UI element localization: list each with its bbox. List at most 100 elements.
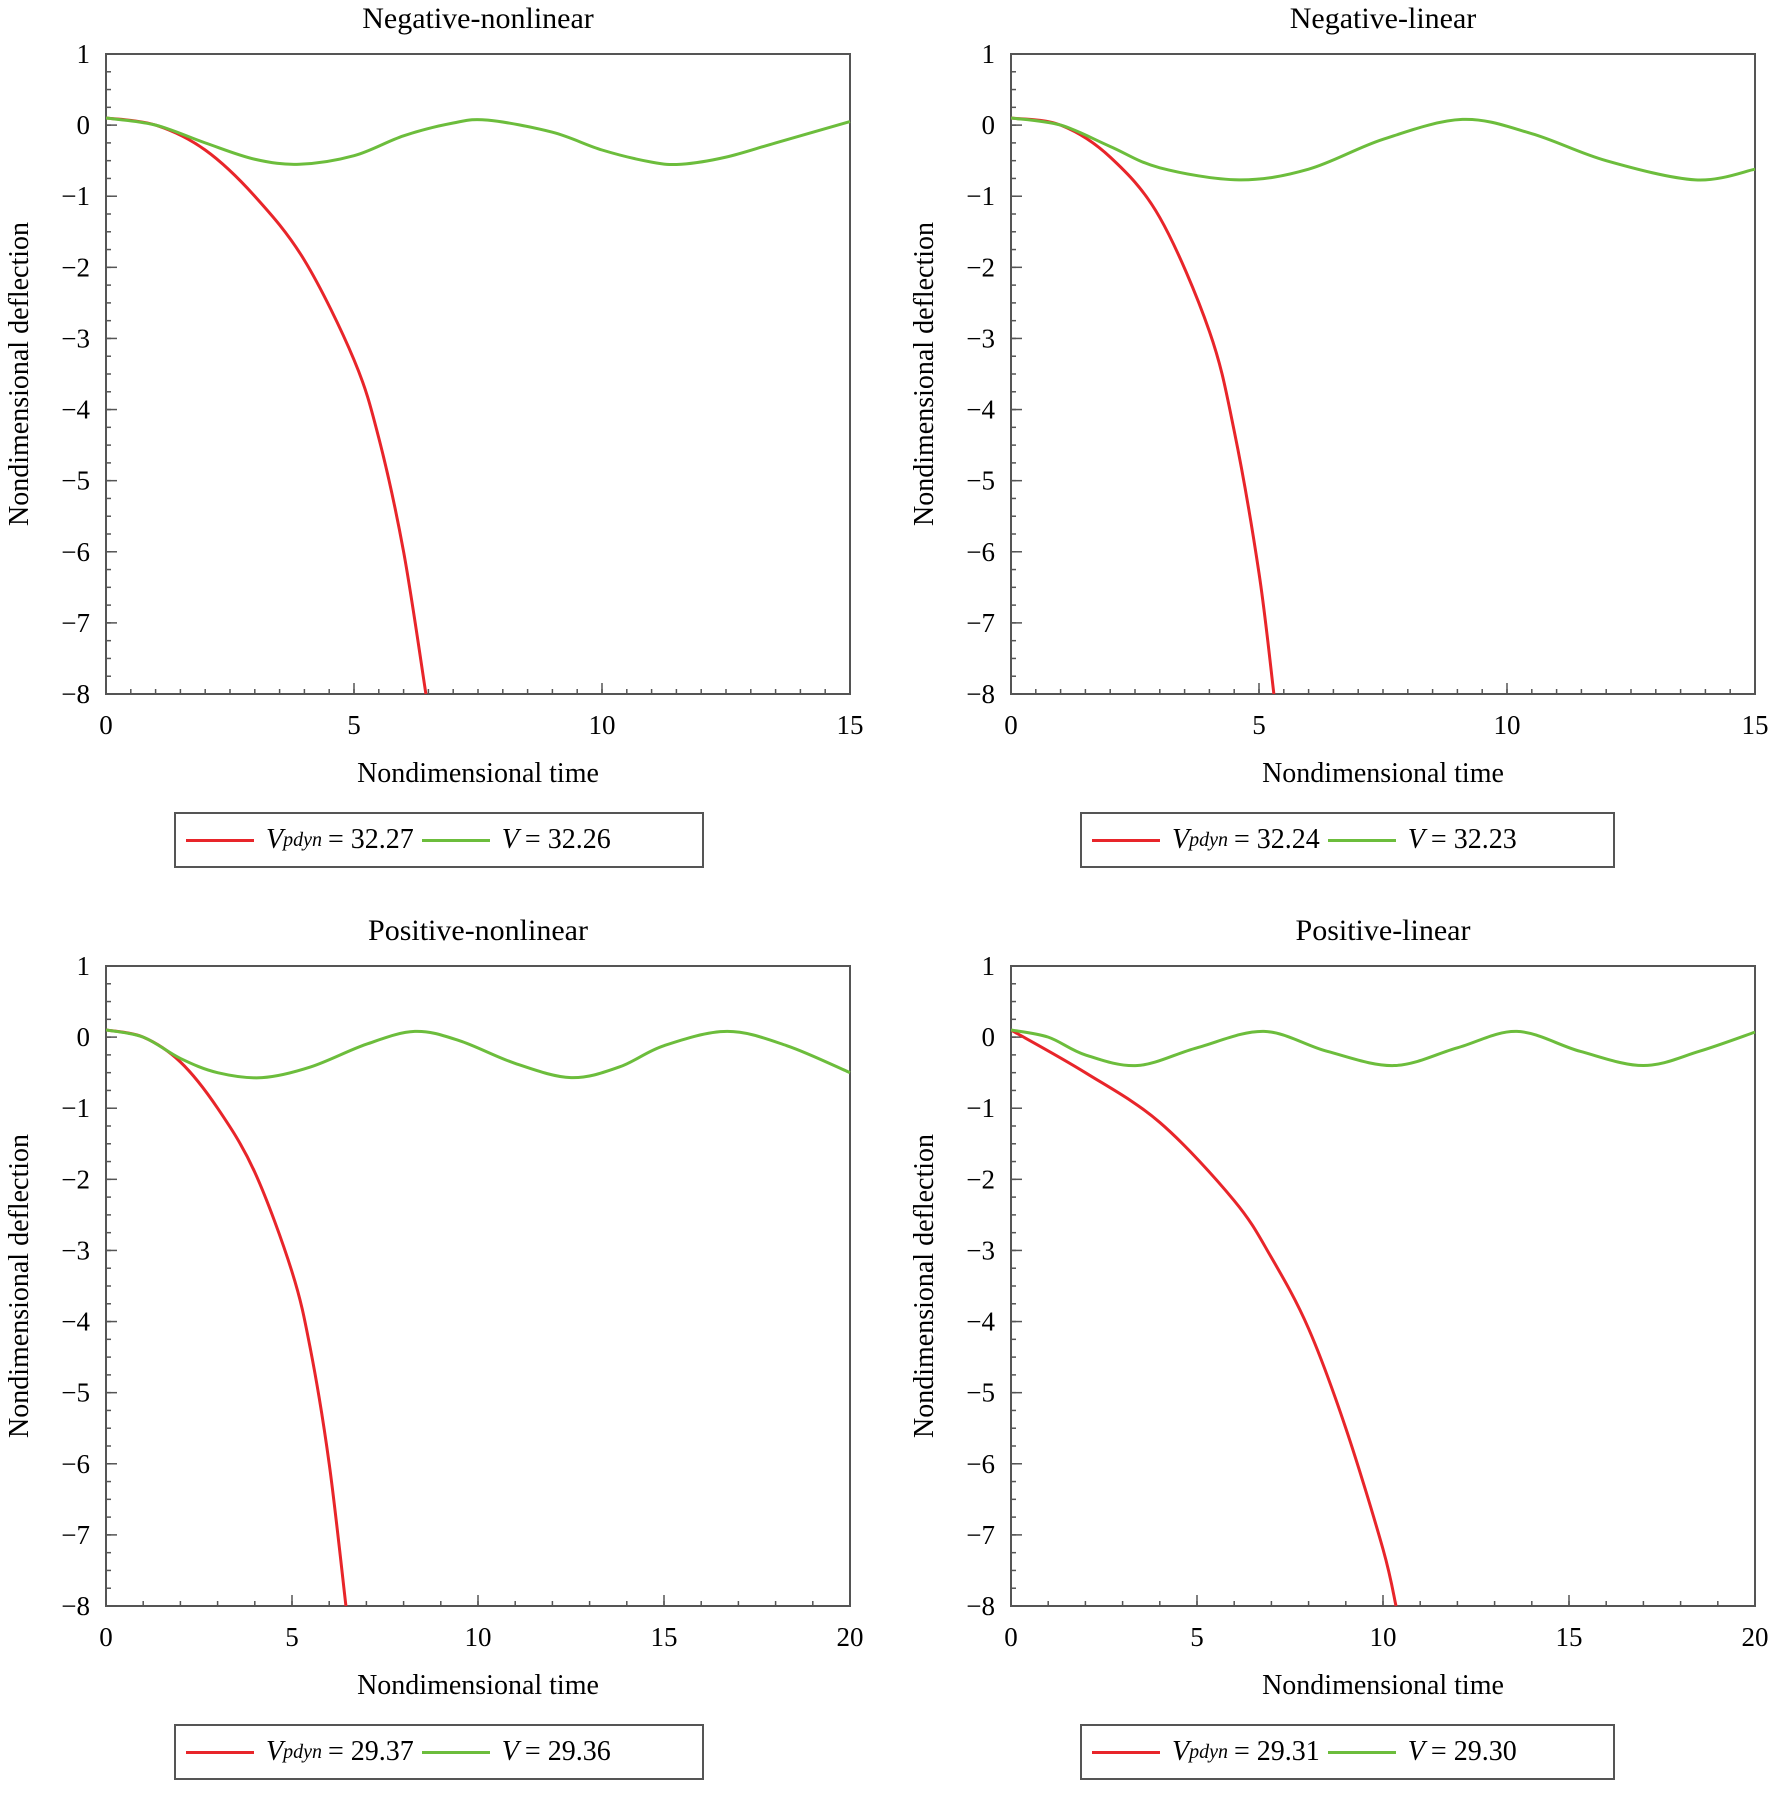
- y-tick-label: 1: [982, 951, 996, 981]
- plot-frame: [1010, 53, 1756, 695]
- y-tick-label: −4: [61, 395, 90, 425]
- chart-panel: Negative-linear 0 5 10 15 1 0 −1 −2 −3 −4 −5 −6 −7 −8 N…: [905, 0, 1785, 868]
- y-tick-label: −2: [61, 1164, 90, 1194]
- y-tick-label: −1: [966, 181, 995, 211]
- legend-equals: =: [328, 1736, 351, 1767]
- legend-value: 29.31: [1256, 1736, 1320, 1767]
- series-line-v: [106, 116, 851, 167]
- y-tick-label: 0: [77, 110, 91, 140]
- x-tick-label: 20: [1742, 1622, 1769, 1652]
- legend-value: 29.36: [547, 1736, 611, 1767]
- y-tick-label: −5: [966, 1378, 995, 1408]
- legend-value: 32.26: [547, 824, 611, 855]
- y-tick-label: −5: [966, 466, 995, 496]
- legend-swatch: [1327, 1750, 1396, 1754]
- chart-panel: Negative-nonlinear 0 5 10 15 1 0 −1 −2 −3 −4 −5 −6 −7…: [0, 0, 880, 868]
- y-tick-label: −6: [61, 1449, 90, 1479]
- x-tick-label: 15: [651, 1622, 678, 1652]
- legend-value: 29.30: [1453, 1736, 1517, 1767]
- y-tick-label: −8: [966, 679, 995, 709]
- y-tick-label: −3: [61, 323, 90, 353]
- legend-equals: =: [524, 1736, 548, 1767]
- x-tick-label: 5: [1190, 1622, 1204, 1652]
- y-tick-label: 1: [77, 951, 91, 981]
- legend-entry: V = 32.26: [414, 824, 611, 856]
- y-tick-label: −6: [966, 1449, 995, 1479]
- x-tick-label: 0: [1004, 710, 1018, 740]
- legend-entry: V = 32.23: [1320, 824, 1517, 856]
- y-tick-label: −2: [61, 252, 90, 282]
- y-tick-label: −4: [61, 1307, 90, 1337]
- legend-equals: =: [328, 824, 351, 855]
- x-tick-label: 10: [465, 1622, 492, 1652]
- y-tick-label: 0: [982, 1022, 996, 1052]
- legend-subscript: pdyn: [283, 828, 322, 851]
- legend-swatch: [186, 838, 254, 842]
- legend-variable: V: [1172, 1736, 1190, 1767]
- x-tick-label: 10: [1494, 710, 1521, 740]
- x-tick-label: 0: [99, 710, 113, 740]
- legend-variable: V: [501, 824, 519, 855]
- legend-swatch: [1092, 838, 1160, 842]
- series-line-v: [1011, 1028, 1756, 1068]
- series-line-v: [1011, 116, 1756, 182]
- y-tick-label: −7: [966, 1520, 995, 1550]
- x-axis-label: Nondimensional time: [357, 1670, 599, 1701]
- y-tick-label: −4: [966, 1307, 995, 1337]
- chart-panel: Positive-nonlinear 0 5 10 15 20 1 0 −1 −2 −3 −4 −5 −6…: [0, 912, 880, 1780]
- series-line-v: [106, 1028, 851, 1080]
- y-tick-label: −3: [966, 1235, 995, 1265]
- legend-value: 32.27: [350, 824, 414, 855]
- legend-value: 32.23: [1453, 824, 1517, 855]
- legend-value: 29.37: [350, 1736, 414, 1767]
- legend-subscript: pdyn: [1189, 1740, 1228, 1763]
- x-tick-label: 15: [837, 710, 864, 740]
- legend-entry: V = 29.36: [414, 1736, 611, 1768]
- x-axis-label: Nondimensional time: [1262, 1670, 1504, 1701]
- x-tick-label: 15: [1742, 710, 1769, 740]
- x-axis-label: Nondimensional time: [357, 758, 599, 789]
- chart-title: Positive-linear: [1296, 914, 1471, 947]
- y-tick-label: −7: [61, 1520, 90, 1550]
- legend-subscript: pdyn: [283, 1740, 322, 1763]
- legend-swatch: [421, 838, 490, 842]
- y-tick-label: 1: [77, 39, 91, 69]
- y-tick-label: −8: [966, 1591, 995, 1621]
- legend-swatch: [1327, 838, 1396, 842]
- x-tick-label: 5: [347, 710, 361, 740]
- x-tick-label: 10: [589, 710, 616, 740]
- y-axis-label: Nondimensional deflection: [4, 222, 35, 526]
- legend-equals: =: [1234, 1736, 1257, 1767]
- y-tick-label: −2: [966, 252, 995, 282]
- series-line-vpdyn: [1011, 116, 1276, 695]
- y-axis-label: Nondimensional deflection: [909, 1134, 940, 1438]
- legend-swatch: [186, 1750, 254, 1754]
- y-tick-label: 1: [982, 39, 996, 69]
- legend-equals: =: [1234, 824, 1257, 855]
- y-tick-label: −1: [966, 1093, 995, 1123]
- plot-frame: [1010, 965, 1756, 1607]
- y-tick-label: 0: [77, 1022, 91, 1052]
- y-tick-label: −3: [966, 323, 995, 353]
- chart-title: Positive-nonlinear: [368, 914, 588, 947]
- y-tick-label: −8: [61, 679, 90, 709]
- legend-variable: V: [266, 1736, 284, 1767]
- x-tick-label: 5: [285, 1622, 299, 1652]
- x-tick-label: 5: [1252, 710, 1266, 740]
- y-tick-label: −7: [61, 608, 90, 638]
- series-line-vpdyn: [106, 116, 428, 695]
- chart-panel: Positive-linear 0 5 10 15 20 1 0 −1 −2 −3 −4 −5 −6 −7−…: [905, 912, 1785, 1780]
- y-tick-label: −2: [966, 1164, 995, 1194]
- chart-title: Negative-linear: [1290, 2, 1477, 35]
- y-tick-label: −4: [966, 395, 995, 425]
- x-tick-label: 15: [1556, 1622, 1583, 1652]
